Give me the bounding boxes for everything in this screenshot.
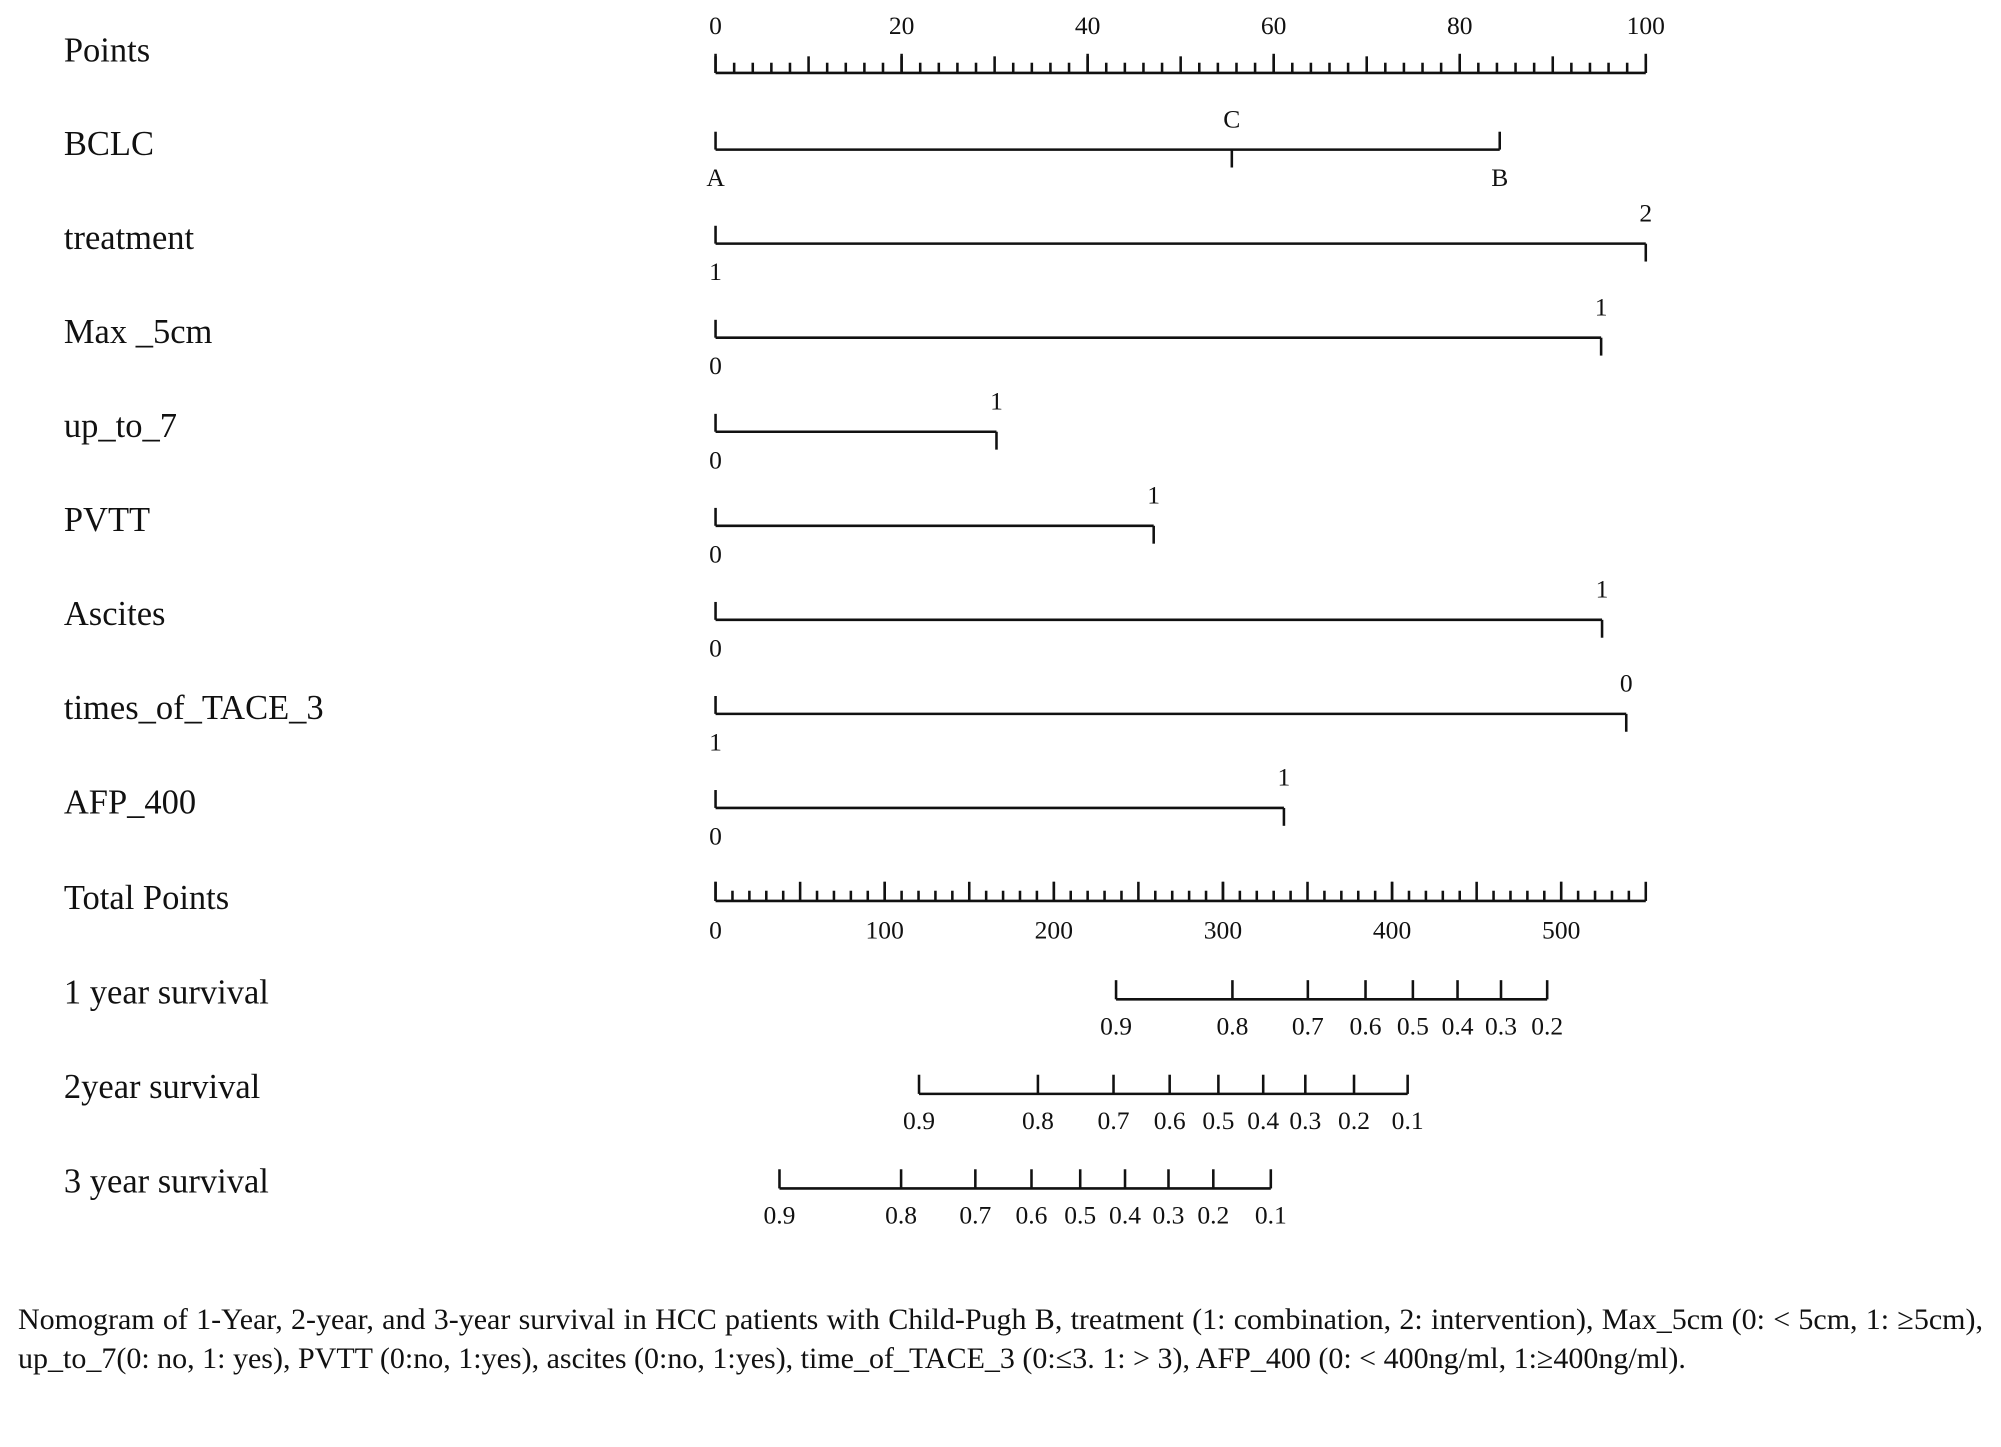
survival-label: 0.6 xyxy=(1154,1106,1186,1135)
level-label: B xyxy=(1491,163,1508,192)
level-label: A xyxy=(706,163,725,192)
survival-label: 0.4 xyxy=(1247,1106,1279,1135)
row-label: up_to_7 xyxy=(64,407,177,445)
survival-label: 0.2 xyxy=(1338,1106,1370,1135)
level-label: 0 xyxy=(709,821,722,850)
tick-label: 80 xyxy=(1447,11,1473,40)
row-label: 3 year survival xyxy=(64,1163,269,1201)
tick-label: 100 xyxy=(866,916,904,945)
survival-label: 0.4 xyxy=(1442,1012,1474,1041)
level-label: 1 xyxy=(990,386,1003,415)
tick-label: 200 xyxy=(1035,916,1073,945)
level-label: 1 xyxy=(1596,575,1609,604)
tick-label: 0 xyxy=(709,11,722,40)
row-label: 2year survival xyxy=(64,1068,260,1106)
survival-label: 0.7 xyxy=(1098,1106,1130,1135)
level-label: 1 xyxy=(709,257,722,286)
tick-label: 400 xyxy=(1373,916,1411,945)
level-label: C xyxy=(1223,104,1240,133)
level-label: 1 xyxy=(709,727,722,756)
tick-label: 60 xyxy=(1261,11,1287,40)
row-label: PVTT xyxy=(64,501,150,539)
survival-label: 0.3 xyxy=(1289,1106,1321,1135)
row-label: Total Points xyxy=(64,879,229,917)
survival-label: 0.7 xyxy=(959,1201,991,1230)
tick-label: 0 xyxy=(709,916,722,945)
level-label: 1 xyxy=(1595,292,1608,321)
level-label: 0 xyxy=(709,445,722,474)
tick-label: 40 xyxy=(1075,11,1101,40)
survival-label: 0.1 xyxy=(1392,1106,1424,1135)
level-label: 0 xyxy=(709,633,722,662)
row-label: Points xyxy=(64,32,150,70)
row-label: Max _5cm xyxy=(64,313,213,351)
survival-label: 0.9 xyxy=(903,1106,935,1135)
survival-label: 0.9 xyxy=(764,1201,796,1230)
survival-label: 0.2 xyxy=(1197,1201,1229,1230)
survival-label: 0.7 xyxy=(1292,1012,1324,1041)
row-label: BCLC xyxy=(64,125,154,163)
survival-label: 0.5 xyxy=(1397,1012,1429,1041)
survival-label: 0.5 xyxy=(1064,1201,1096,1230)
tick-label: 500 xyxy=(1542,916,1580,945)
level-label: 0 xyxy=(709,539,722,568)
survival-label: 0.6 xyxy=(1350,1012,1382,1041)
caption: Nomogram of 1-Year, 2-year, and 3-year s… xyxy=(18,1303,1983,1375)
survival-label: 0.8 xyxy=(1022,1106,1054,1135)
survival-label: 0.5 xyxy=(1202,1106,1234,1135)
survival-label: 0.2 xyxy=(1531,1012,1563,1041)
survival-label: 0.6 xyxy=(1016,1201,1048,1230)
survival-label: 0.4 xyxy=(1109,1201,1141,1230)
tick-label: 300 xyxy=(1204,916,1242,945)
level-label: 0 xyxy=(1620,669,1633,698)
row-label: treatment xyxy=(64,219,195,257)
survival-label: 0.3 xyxy=(1485,1012,1517,1041)
level-label: 1 xyxy=(1147,481,1160,510)
level-label: 0 xyxy=(709,351,722,380)
tick-label: 20 xyxy=(889,11,915,40)
survival-label: 0.3 xyxy=(1153,1201,1185,1230)
tick-label: 100 xyxy=(1627,11,1665,40)
survival-label: 0.9 xyxy=(1100,1012,1132,1041)
row-label: AFP_400 xyxy=(64,783,196,821)
level-label: 2 xyxy=(1639,198,1652,227)
level-label: 1 xyxy=(1278,763,1291,792)
row-label: 1 year survival xyxy=(64,973,269,1011)
survival-label: 0.8 xyxy=(1216,1012,1248,1041)
row-label: Ascites xyxy=(64,595,166,633)
survival-label: 0.1 xyxy=(1255,1201,1287,1230)
row-label: times_of_TACE_3 xyxy=(64,689,324,727)
survival-label: 0.8 xyxy=(885,1201,917,1230)
